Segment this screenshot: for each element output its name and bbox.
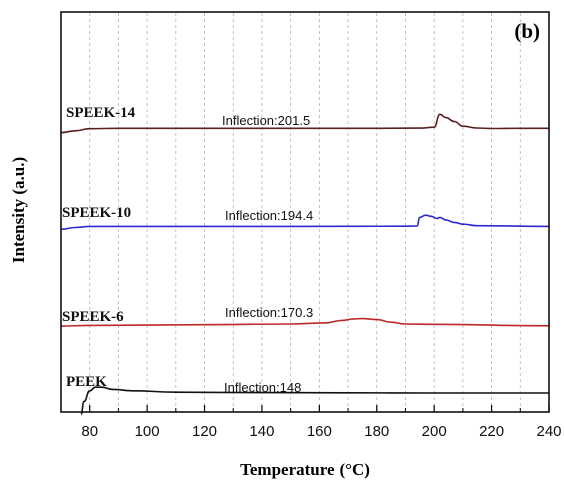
inflection-annotation: Inflection:194.4 [225, 208, 313, 223]
panel-label: (b) [514, 19, 540, 43]
series-name-label: PEEK [66, 374, 107, 390]
inflection-annotation: Inflection:170.3 [225, 305, 313, 320]
x-axis-title-text: Temperature [240, 460, 335, 479]
plot-frame [60, 11, 550, 413]
x-tick-label: 160 [307, 423, 332, 440]
x-axis-title-unit: (°C) [340, 460, 370, 479]
series-name-label: SPEEK-6 [62, 309, 124, 325]
series-line-speek-10 [60, 214, 550, 231]
series-labels: SPEEK-14 Inflection:201.5 SPEEK-10 Inflecti… [62, 105, 313, 395]
x-axis-ticks: 80 100 120 140 160 180 200 220 240 [60, 405, 562, 440]
series-name-label: SPEEK-14 [66, 105, 136, 121]
x-tick-label: 240 [536, 423, 561, 440]
x-tick-label: 200 [422, 423, 447, 440]
inflection-annotation: Inflection:201.5 [222, 113, 310, 128]
x-tick-label: 80 [81, 423, 98, 440]
x-tick-label: 220 [479, 423, 504, 440]
x-tick-label: 140 [249, 423, 274, 440]
y-axis-title: Intensity (a.u.) [9, 157, 28, 263]
x-tick-label: 100 [135, 423, 160, 440]
grid-lines [89, 13, 521, 411]
x-axis-title: Temperature (°C) [240, 460, 370, 479]
plot-background [61, 12, 549, 412]
series-name-label: SPEEK-10 [62, 205, 131, 221]
series-line-speek-14 [60, 113, 549, 134]
series-lines [60, 113, 550, 415]
inflection-annotation: Inflection:148 [224, 380, 301, 395]
x-tick-label: 180 [364, 423, 389, 440]
x-tick-label: 120 [192, 423, 217, 440]
series-line-peek [80, 386, 549, 415]
series-line-speek-6 [60, 317, 550, 327]
